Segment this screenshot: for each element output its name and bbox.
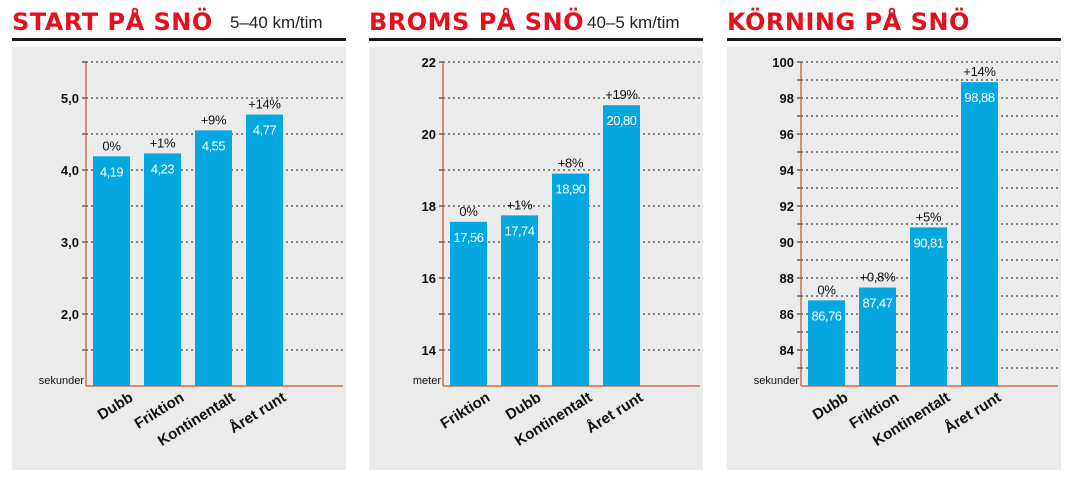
x-category-label: Året runt [226,389,289,437]
bar-percent-label: +8% [558,156,584,171]
chart-title: BROMS PÅ SNÖ [369,8,584,36]
title-rule [12,38,346,41]
bar-percent-label: 0% [817,282,836,297]
bar-percent-label: +19% [605,87,638,102]
chart-panel-korning: KÖRNING PÅ SNÖ 84 86 88 90 92 94 96 98 100 sekund… [727,0,1061,492]
y-tick-label: 3,0 [61,235,79,250]
bar-value-label: 17,74 [504,223,534,238]
bar-chart: 1416182022meter17,560%Friktion17,74+1%Du… [413,55,700,450]
bar [195,130,232,386]
plot-background [727,47,1061,470]
y-tick-label: 22 [422,55,436,70]
chart-panel-start: START PÅ SNÖ 5–40 km/tim 2,0 3,0 4,0 5,0 sek… [12,0,346,492]
bar [859,287,896,386]
y-tick-label: 5,0 [61,91,79,106]
bar-value-label: 18,90 [555,182,585,197]
bar-chart: 2,03,04,05,0sekunder4,190%Dubb4,23+1%Fri… [39,61,343,450]
bar-percent-label: 0% [102,138,121,153]
bar-value-label: 4,23 [151,161,175,176]
bar-value-label: 17,56 [453,230,483,245]
bar [910,227,947,386]
y-tick-label: 16 [422,271,436,286]
bar [93,156,130,386]
x-category-label: Året runt [941,389,1004,437]
bar-value-label: 86,76 [811,308,841,323]
y-tick-label: 18 [422,199,436,214]
y-axis-label: meter [413,375,441,387]
bar-value-label: 4,19 [100,164,124,179]
bar-percent-label: +0,8% [860,270,896,285]
y-axis-label: sekunder [39,375,85,387]
bar [246,114,283,386]
bar [961,82,998,386]
bar-value-label: 20,80 [606,113,636,128]
bar-percent-label: +5% [916,209,942,224]
panel-header: START PÅ SNÖ 5–40 km/tim [12,8,346,40]
y-tick-label: 86 [780,307,794,322]
bar-value-label: 4,77 [253,123,277,138]
y-tick-label: 96 [780,127,794,142]
bar [552,173,589,386]
y-tick-label: 98 [780,91,794,106]
x-category-label: Dubb [95,389,137,424]
y-tick-label: 14 [422,343,437,358]
title-rule [369,38,703,41]
bar-chart: 84 86 88 90 92 94 96 98 100 sekunder 86,76 0% Dubb 87… [754,55,1058,450]
y-tick-label: 90 [780,235,794,250]
x-category-label: Friktion [437,389,493,433]
y-tick-label: 20 [422,127,436,142]
bar-percent-label: +9% [201,112,227,127]
x-category-label: Året runt [583,389,646,437]
chart-subtitle: 5–40 km/tim [230,13,323,32]
bar-value-label: 98,88 [964,90,994,105]
title-rule [727,38,1061,41]
chart-title: START PÅ SNÖ [12,8,213,36]
bar [144,153,181,386]
bar [501,215,538,386]
y-tick-label: 84 [780,343,795,358]
y-tick-label: 2,0 [61,307,79,322]
bar-percent-label: +14% [963,64,996,79]
panel-header: KÖRNING PÅ SNÖ [727,8,1061,40]
y-axis-label: sekunder [754,375,800,387]
y-tick-label: 100 [772,55,794,70]
bar-value-label: 90,81 [913,235,943,250]
y-tick-label: 4,0 [61,163,79,178]
bar-value-label: 87,47 [862,296,892,311]
chart-title: KÖRNING PÅ SNÖ [727,8,970,36]
y-tick-label: 88 [780,271,794,286]
bar-percent-label: 0% [459,204,478,219]
bar-percent-label: +14% [248,97,281,112]
x-category-label: Dubb [810,389,852,424]
bar [808,300,845,386]
panel-header: BROMS PÅ SNÖ 40–5 km/tim [369,8,703,40]
bar-value-label: 4,55 [202,138,226,153]
y-tick-label: 94 [780,163,795,178]
y-tick-label: 92 [780,199,794,214]
chart-panel-broms: BROMS PÅ SNÖ 40–5 km/tim 14 16 18 20 22 meter… [369,0,703,492]
bar-percent-label: +1% [150,135,176,150]
bar [450,221,487,386]
bar-percent-label: +1% [507,197,533,212]
bar [603,105,640,386]
chart-subtitle: 40–5 km/tim [587,13,680,32]
